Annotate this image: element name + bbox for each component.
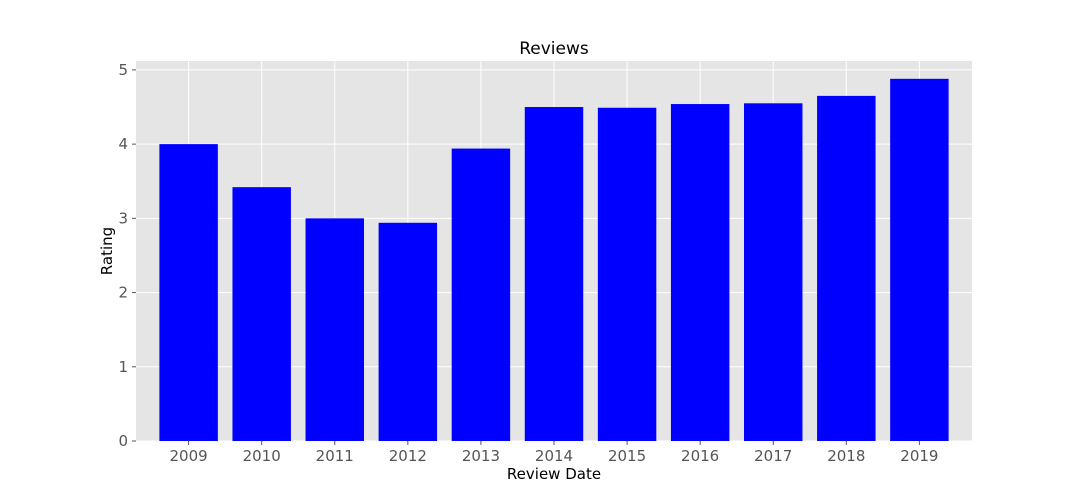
x-tick-label: 2012: [389, 447, 427, 465]
bar-2012: [378, 222, 438, 441]
chart-title: Reviews: [519, 39, 589, 59]
bar-2019: [890, 78, 949, 441]
x-axis-label: Review Date: [507, 465, 601, 483]
y-tick-label: 2: [118, 284, 128, 302]
bar-2017: [744, 103, 803, 441]
x-tick-label: 2019: [900, 447, 938, 465]
y-tick-label: 1: [118, 358, 128, 376]
bar-2009: [159, 144, 218, 441]
bars: [159, 78, 949, 441]
x-tick-label: 2018: [827, 447, 865, 465]
x-tick-label: 2013: [462, 447, 500, 465]
bar-2014: [524, 107, 584, 441]
x-tick-label: 2011: [316, 447, 354, 465]
y-tick-label: 0: [118, 432, 128, 450]
bar-2010: [232, 187, 291, 441]
bar-2013: [451, 148, 511, 441]
x-tick-label: 2016: [681, 447, 719, 465]
x-tick-label: 2017: [754, 447, 792, 465]
bar-2018: [817, 95, 876, 441]
y-tick-label: 5: [118, 61, 128, 79]
x-tick-label: 2010: [243, 447, 281, 465]
y-axis-label: Rating: [98, 227, 116, 275]
bar-2016: [670, 104, 730, 441]
y-tick-label: 3: [118, 209, 128, 227]
y-tick-labels: 0 1 2 3 4 5: [118, 61, 136, 450]
x-tick-label: 2015: [608, 447, 646, 465]
y-tick-label: 4: [118, 135, 128, 153]
x-tick-labels: 2009 2010 2011 2012 2013 2014 2015 2016 2017 2018…: [170, 441, 938, 465]
bar-2011: [305, 218, 364, 441]
x-tick-label: 2009: [170, 447, 208, 465]
x-tick-label: 2014: [535, 447, 573, 465]
bar-2015: [597, 107, 657, 441]
